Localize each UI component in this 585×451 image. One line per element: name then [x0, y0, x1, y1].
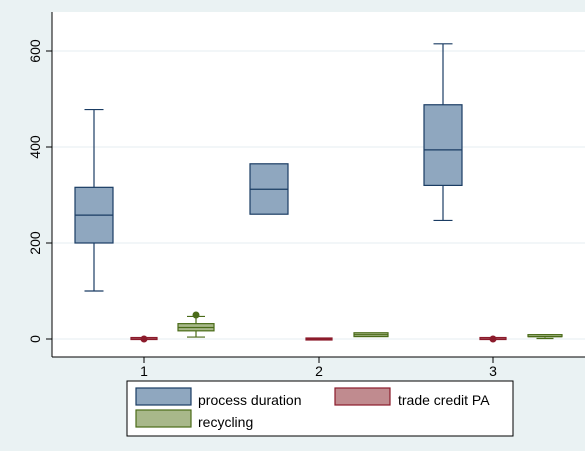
legend: process duration trade credit PA recycling — [126, 380, 514, 437]
y-axis: 0 200 400 600 — [27, 39, 52, 343]
y-tick-label: 200 — [27, 231, 43, 255]
legend-label: recycling — [198, 414, 253, 430]
y-tick-label: 400 — [27, 135, 43, 159]
legend-swatch — [135, 387, 192, 406]
x-tick-label: 3 — [489, 363, 497, 379]
plot-area — [52, 12, 585, 357]
outlier-point — [489, 335, 497, 343]
x-tick-label: 2 — [315, 363, 323, 379]
legend-swatch — [135, 409, 192, 428]
y-tick-label: 600 — [27, 39, 43, 63]
box-body — [423, 104, 463, 187]
box-marks — [74, 43, 563, 343]
outlier-point — [140, 335, 148, 343]
x-tick-label: 1 — [140, 363, 148, 379]
y-tick-label: 0 — [27, 335, 43, 343]
legend-label: process duration — [198, 392, 302, 408]
legend-label: trade credit PA — [398, 392, 490, 408]
x-axis: 1 2 3 — [140, 357, 497, 379]
outlier-point — [192, 311, 200, 319]
legend-swatch — [334, 387, 391, 406]
